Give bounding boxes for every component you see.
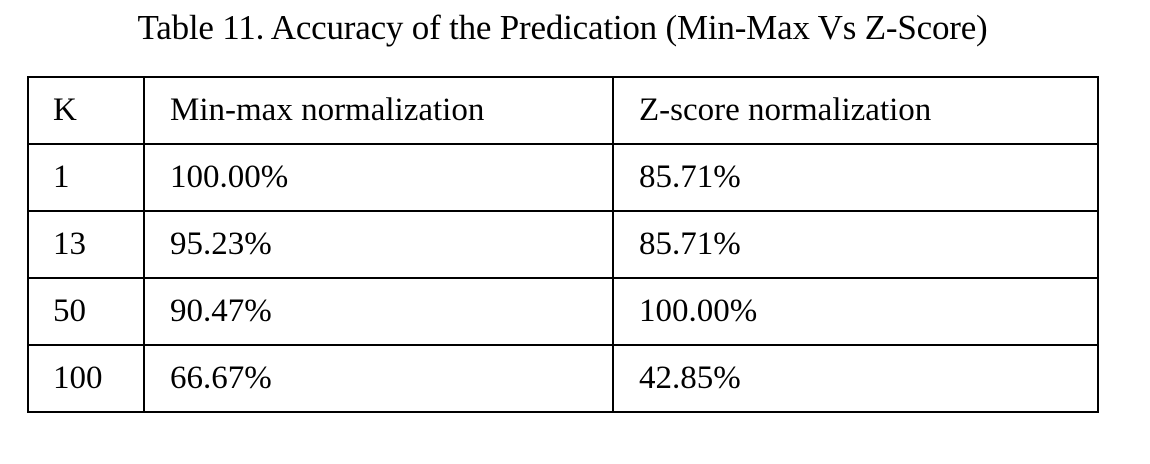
header-z-score: Z-score normalization: [612, 76, 1099, 145]
cell-k: 50: [27, 277, 145, 346]
table-row: 1 100.00% 85.71%: [27, 143, 1099, 212]
header-min-max: Min-max normalization: [143, 76, 614, 145]
table-header-row: K Min-max normalization Z-score normaliz…: [27, 76, 1099, 145]
table-row: 100 66.67% 42.85%: [27, 344, 1099, 413]
table-row: 50 90.47% 100.00%: [27, 277, 1099, 346]
cell-min-max: 95.23%: [143, 210, 614, 279]
cell-z-score: 100.00%: [612, 277, 1099, 346]
table-row: 13 95.23% 85.71%: [27, 210, 1099, 279]
cell-min-max: 66.67%: [143, 344, 614, 413]
cell-min-max: 90.47%: [143, 277, 614, 346]
accuracy-table: K Min-max normalization Z-score normaliz…: [27, 76, 1099, 413]
cell-k: 1: [27, 143, 145, 212]
cell-z-score: 85.71%: [612, 210, 1099, 279]
cell-min-max: 100.00%: [143, 143, 614, 212]
table-caption: Table 11. Accuracy of the Predication (M…: [137, 8, 988, 47]
cell-k: 13: [27, 210, 145, 279]
cell-z-score: 85.71%: [612, 143, 1099, 212]
cell-k: 100: [27, 344, 145, 413]
cell-z-score: 42.85%: [612, 344, 1099, 413]
header-k: K: [27, 76, 145, 145]
